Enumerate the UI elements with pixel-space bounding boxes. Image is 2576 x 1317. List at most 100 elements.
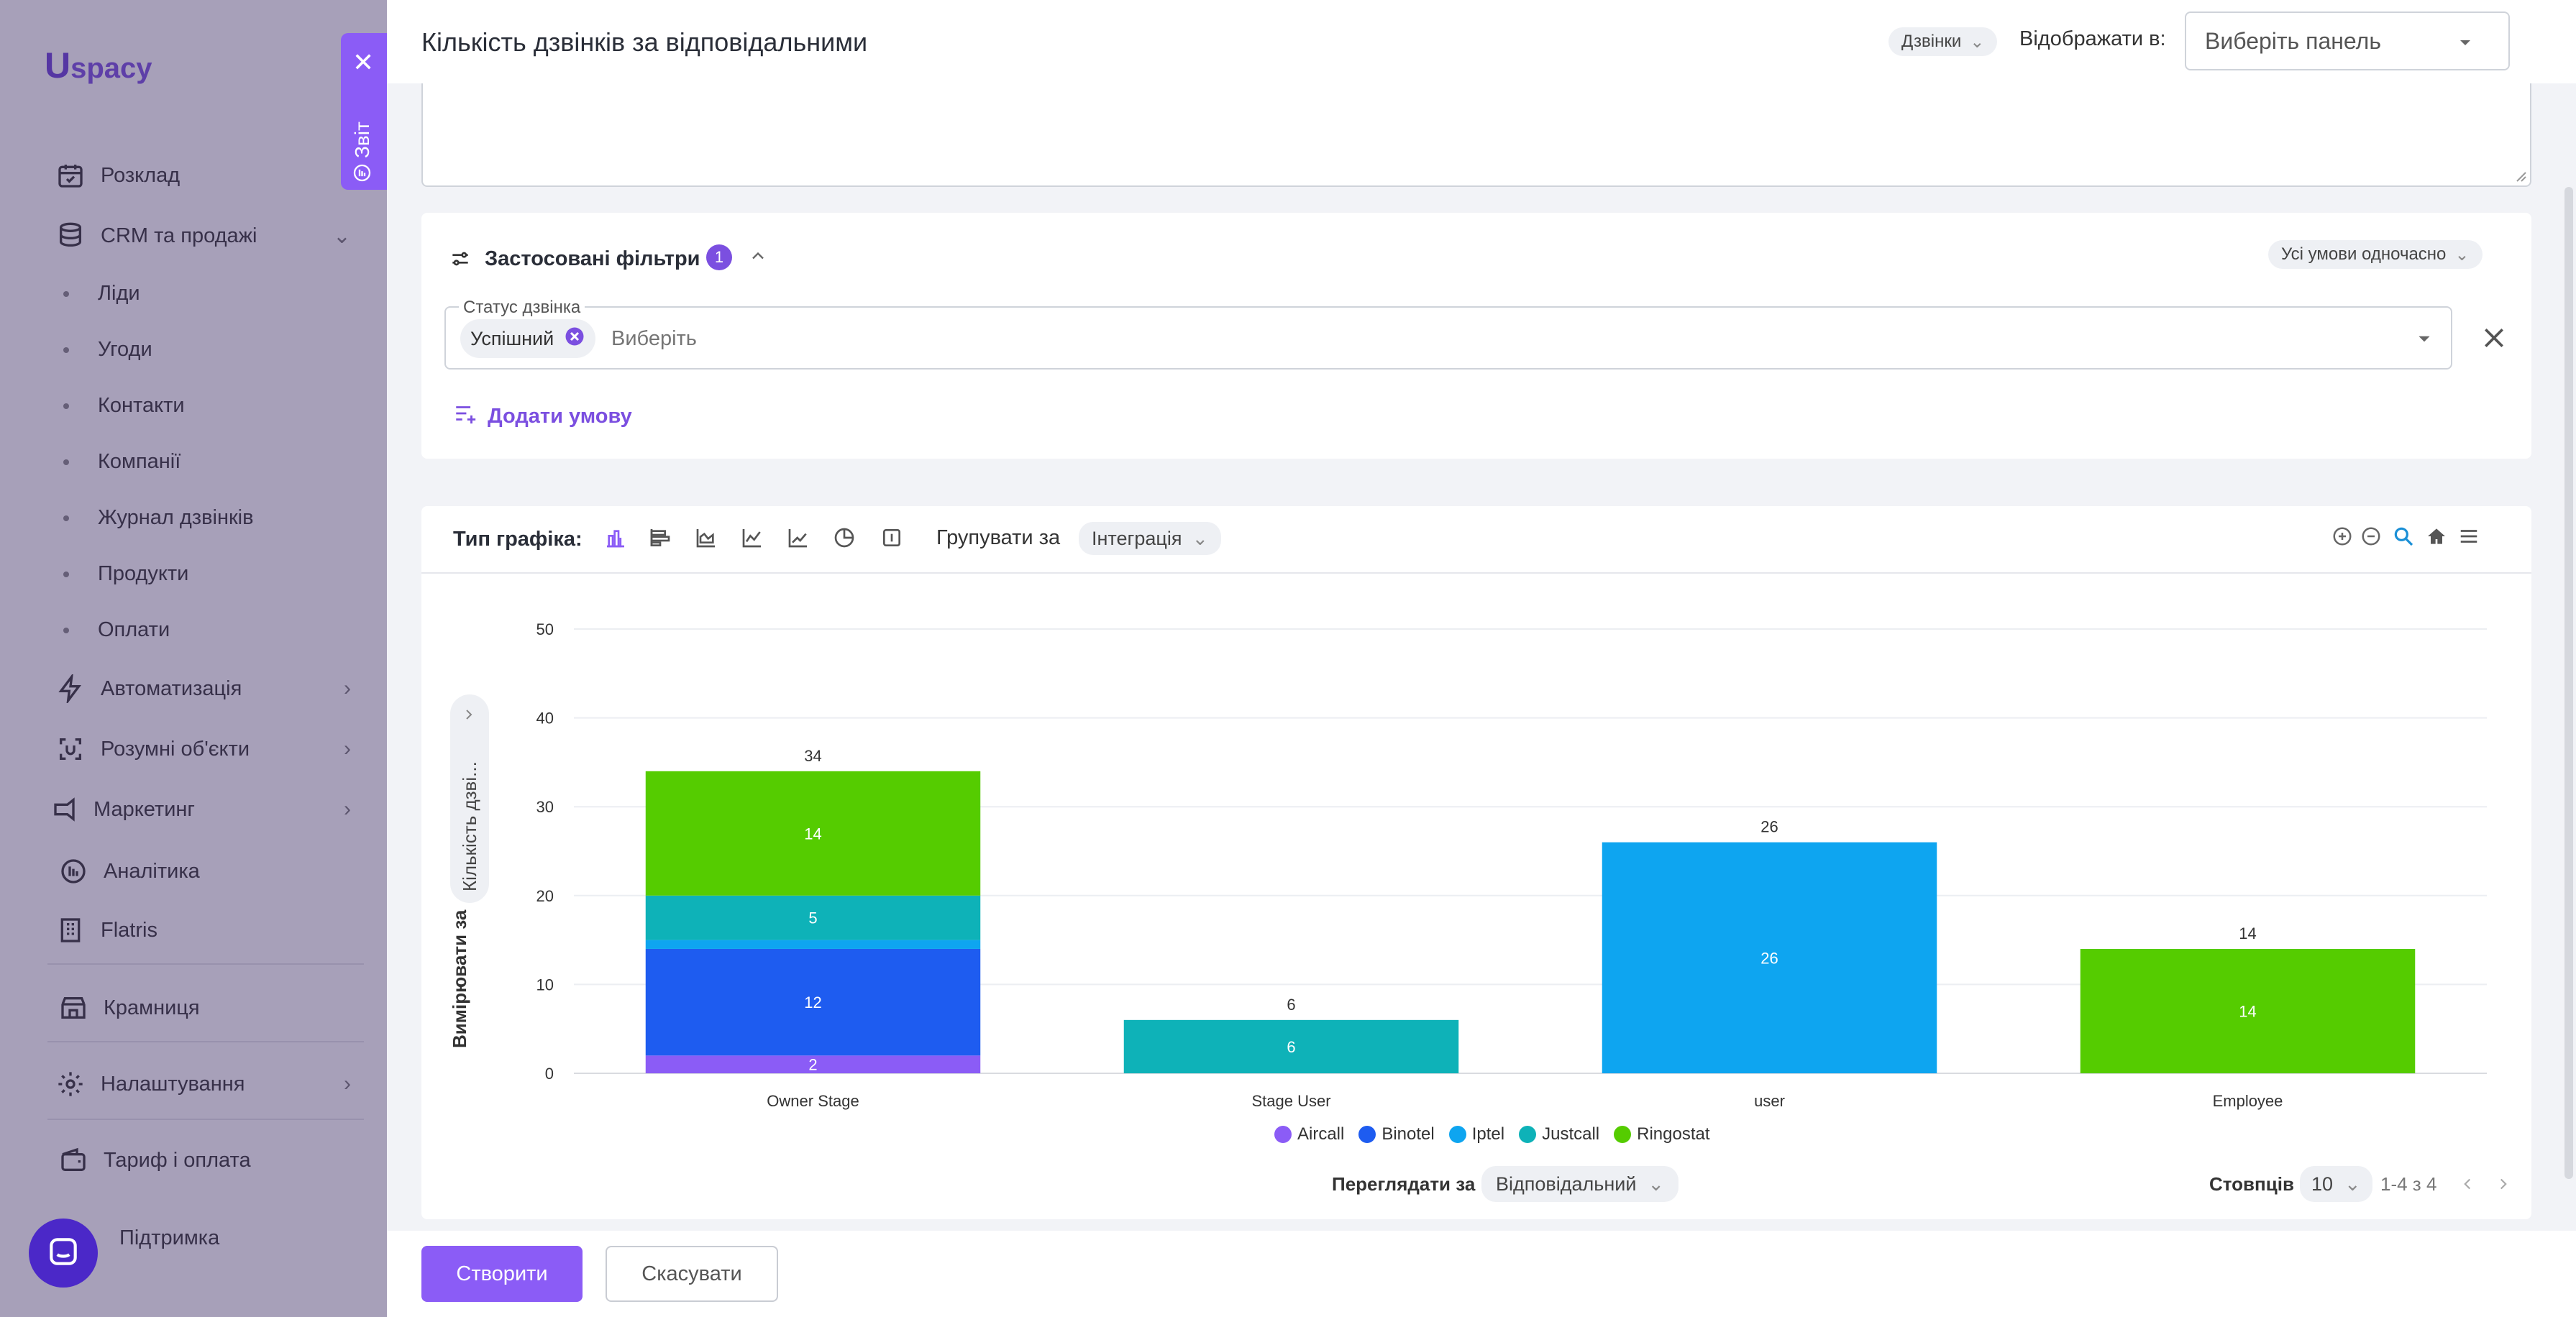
chart-type-bar-icon[interactable]	[647, 525, 673, 551]
sidebar-item-label: Flatris	[101, 918, 157, 942]
report-side-tab[interactable]: ✕ Звіт	[341, 33, 387, 190]
chart-type-label: Тип графіка:	[453, 528, 583, 551]
add-condition-button[interactable]: Додати умову	[453, 401, 632, 431]
chart-menu-icon[interactable]	[2457, 526, 2481, 551]
data-source-chip[interactable]: Дзвінки ⌄	[1888, 27, 1998, 56]
measure-by-label: Вимірювати за	[449, 909, 470, 1048]
panel-scrollbar[interactable]	[2564, 187, 2573, 1179]
create-button[interactable]: Створити	[421, 1246, 583, 1302]
sidebar-divider	[47, 1041, 364, 1042]
chart-type-trend-icon[interactable]	[785, 525, 811, 551]
group-by-select[interactable]: Інтеграція ⌄	[1079, 522, 1222, 555]
bar-segment[interactable]	[1602, 842, 1937, 1073]
columns-select[interactable]: 10 ⌄	[2300, 1166, 2372, 1202]
sidebar-subitem-products[interactable]: Продукти	[63, 562, 188, 586]
y-tick-label: 30	[536, 798, 554, 816]
reset-zoom-home-icon[interactable]	[2425, 525, 2448, 551]
zoom-out-icon[interactable]	[2360, 526, 2382, 551]
bar-total-label: 26	[1760, 818, 1778, 836]
conditions-mode-label: Усі умови одночасно	[2281, 244, 2447, 264]
legend-swatch	[1358, 1126, 1376, 1143]
caret-down-icon[interactable]	[2415, 329, 2434, 352]
sidebar-subitem-call-log[interactable]: Журнал дзвінків	[63, 506, 254, 530]
panel-select[interactable]: Виберіть панель	[2185, 12, 2510, 70]
chart-type-line-icon[interactable]	[739, 525, 765, 551]
chevron-right-icon[interactable]: ›	[344, 797, 351, 821]
legend-item[interactable]: Aircall	[1274, 1124, 1344, 1144]
wallet-icon	[58, 1144, 89, 1176]
bar-segment[interactable]	[645, 940, 981, 949]
prev-page-icon[interactable]	[2458, 1175, 2477, 1197]
sidebar-subitem-label: Компанії	[98, 450, 181, 473]
bullet-icon	[63, 627, 69, 633]
sidebar-item-crm[interactable]: CRM та продажі ⌄	[0, 208, 387, 263]
zoom-in-icon[interactable]	[2331, 526, 2353, 551]
sidebar-divider	[47, 1119, 364, 1120]
sidebar-item-analytics[interactable]: Аналітика	[0, 844, 387, 899]
bar-segment[interactable]	[1123, 1019, 1459, 1073]
selection-zoom-icon[interactable]	[2392, 525, 2415, 551]
legend-item[interactable]: Binotel	[1358, 1124, 1435, 1144]
legend-label: Justcall	[1542, 1124, 1600, 1144]
legend-label: Aircall	[1297, 1124, 1345, 1144]
bar-segment[interactable]	[645, 1055, 981, 1073]
report-tab-label: Звіт	[350, 121, 375, 185]
caret-down-icon	[2457, 30, 2474, 57]
sidebar-subitem-companies[interactable]: Компанії	[63, 450, 181, 474]
conditions-mode-chip[interactable]: Усі умови одночасно ⌄	[2268, 240, 2483, 269]
sidebar-subitem-leads[interactable]: Ліди	[63, 282, 140, 306]
chart-type-pie-icon[interactable]	[831, 525, 857, 551]
bar-segment[interactable]	[645, 771, 981, 896]
sidebar-subitem-label: Угоди	[98, 338, 152, 361]
chat-button[interactable]	[29, 1219, 98, 1288]
remove-filter-icon[interactable]	[2480, 323, 2508, 356]
sidebar-item-store[interactable]: Крамниця	[0, 981, 387, 1035]
bar-segment[interactable]	[645, 948, 981, 1056]
chevron-right-icon[interactable]: ›	[344, 1072, 351, 1096]
chart-type-area-icon[interactable]	[693, 525, 719, 551]
sidebar-subitem-contacts[interactable]: Контакти	[63, 394, 185, 418]
legend-item[interactable]: Justcall	[1519, 1124, 1599, 1144]
chart-type-number-icon[interactable]	[879, 525, 905, 551]
modal-backdrop[interactable]	[0, 0, 387, 1317]
app-logo[interactable]: Uspacy	[45, 45, 152, 86]
chevron-down-icon: ⌄	[1192, 527, 1209, 549]
legend-item[interactable]: Ringostat	[1614, 1124, 1710, 1144]
filters-card: Застосовані фільтри 1 Усі умови одночасн…	[421, 213, 2531, 459]
chevron-right-icon[interactable]: ›	[344, 676, 351, 700]
resize-handle-icon[interactable]	[2513, 168, 2527, 183]
remove-tag-icon[interactable]	[564, 326, 585, 352]
view-by-select[interactable]: Відповідальний ⌄	[1481, 1166, 1679, 1202]
sidebar-subitem-payments[interactable]: Оплати	[63, 618, 170, 642]
sidebar-item-automation[interactable]: Автоматизація ›	[0, 661, 387, 716]
legend-item[interactable]: Iptel	[1448, 1124, 1504, 1144]
sidebar-item-support[interactable]: Підтримка	[0, 1211, 387, 1265]
chevron-down-icon[interactable]: ⌄	[332, 224, 351, 248]
close-icon[interactable]: ✕	[352, 47, 375, 77]
y-tick-label: 20	[536, 887, 554, 905]
next-page-icon[interactable]	[2494, 1175, 2513, 1197]
measure-by-select[interactable]: Кількість дзві...	[450, 694, 489, 903]
sidebar-item-schedule[interactable]: Розклад	[0, 148, 387, 203]
sidebar-item-settings[interactable]: Налаштування ›	[0, 1057, 387, 1111]
chevron-right-icon[interactable]: ›	[344, 737, 351, 761]
call-status-field[interactable]: Статус дзвінка Успішний	[444, 298, 2452, 370]
bar-segment[interactable]	[645, 895, 981, 940]
bar-segment-label: 6	[1287, 1038, 1295, 1056]
legend-swatch	[1448, 1126, 1466, 1143]
cancel-button[interactable]: Скасувати	[606, 1246, 778, 1302]
chevron-up-icon[interactable]	[748, 246, 768, 270]
chart-type-column-icon[interactable]	[603, 525, 629, 551]
sidebar-item-billing[interactable]: Тариф і оплата	[0, 1133, 387, 1188]
y-tick-label: 40	[536, 710, 554, 728]
store-icon	[58, 992, 89, 1024]
group-by-value: Інтеграція	[1092, 527, 1182, 549]
sidebar-item-flatris[interactable]: Flatris	[0, 903, 387, 958]
sidebar-item-label: Тариф і оплата	[104, 1148, 251, 1172]
bar-segment[interactable]	[2080, 948, 2416, 1073]
sidebar-subitem-deals[interactable]: Угоди	[63, 338, 152, 362]
description-textarea[interactable]	[421, 83, 2531, 187]
sidebar-item-marketing[interactable]: Маркетинг ›	[0, 782, 387, 837]
sidebar-item-smart-objects[interactable]: Розумні об'єкти ›	[0, 722, 387, 776]
call-status-input[interactable]	[611, 322, 2337, 355]
